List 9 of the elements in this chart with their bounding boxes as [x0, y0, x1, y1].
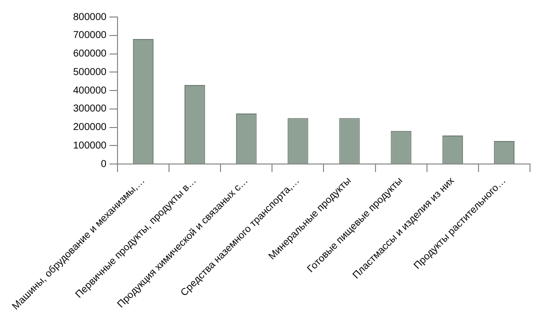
y-tick-label: 800000: [73, 12, 107, 23]
y-tick-label: 300000: [73, 104, 107, 115]
y-tick-label: 700000: [73, 30, 107, 42]
y-tick-label: 200000: [73, 122, 107, 133]
y-tick-label: 0: [100, 158, 107, 170]
y-tick-label: 400000: [73, 85, 107, 96]
y-tick-label: 100000: [73, 140, 107, 152]
y-tick-label: 600000: [73, 48, 107, 60]
y-tick-label: 500000: [73, 66, 107, 78]
